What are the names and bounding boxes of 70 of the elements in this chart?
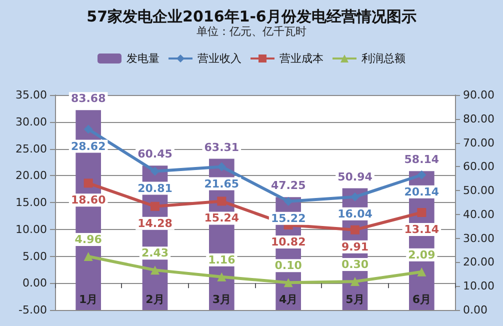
data-label: 2.43 [141, 246, 169, 260]
point [350, 277, 360, 286]
y2-tick-label: 90.00 [463, 88, 494, 102]
data-label: 18.60 [70, 194, 106, 207]
point [84, 124, 93, 134]
data-label: 4.96 [74, 232, 102, 246]
y-tick-label: 0.00 [22, 276, 47, 290]
data-label: 1.16 [208, 253, 236, 266]
point [217, 272, 226, 282]
data-label: 60.45 [138, 148, 172, 161]
legend-label: 营业收入 [198, 52, 242, 65]
point [350, 225, 360, 234]
data-label: 20.81 [138, 182, 172, 195]
legend-label: 发电量 [126, 52, 160, 65]
legend-label: 利润总额 [362, 52, 406, 65]
data-label: 28.62 [70, 140, 106, 153]
data-label: 83.68 [70, 92, 106, 106]
point [417, 208, 426, 217]
data-label: 9.91 [341, 240, 369, 254]
x-tick-label: 6月 [412, 293, 431, 306]
legend-label: 营业成本 [280, 52, 324, 65]
point [350, 192, 360, 202]
y-tick-label: 15.00 [16, 196, 47, 209]
data-label: 63.31 [204, 140, 240, 154]
y-tick-label: -5.00 [18, 304, 47, 316]
point [84, 178, 93, 188]
data-label: 0.30 [341, 258, 369, 272]
y2-tick-label: 80.00 [463, 112, 494, 126]
data-label: 2.09 [408, 248, 436, 262]
data-label: 47.25 [270, 179, 306, 192]
y2-tick-label: 20.00 [463, 256, 494, 269]
y2-tick-label: 10.00 [463, 280, 494, 293]
y2-tick-label: 0.00 [463, 304, 488, 316]
y-tick-label: 20.00 [16, 169, 47, 182]
y2-tick-label: 50.00 [463, 184, 494, 198]
data-label: 13.14 [404, 222, 440, 236]
point [417, 267, 426, 276]
data-label: 15.24 [204, 212, 240, 225]
y-tick-label: 25.00 [16, 142, 47, 156]
x-tick-label: 5月 [346, 293, 364, 306]
x-tick-label: 4月 [279, 293, 298, 306]
y2-tick-label: 60.00 [463, 160, 494, 174]
point [150, 266, 160, 275]
data-label: 14.28 [138, 216, 172, 230]
y-tick-label: 35.00 [16, 88, 47, 102]
y2-tick-label: 40.00 [463, 208, 494, 221]
data-label: 20.14 [404, 185, 440, 198]
point [150, 202, 160, 211]
y-tick-label: 5.00 [22, 250, 47, 263]
data-label: 21.65 [204, 177, 240, 190]
chart-subtitle: 单位：亿元、亿千瓦时 [196, 25, 306, 38]
chart-title: 57家发电企业2016年1-6月份发电经营情况图示 [86, 8, 416, 26]
x-tick-label: 1月 [79, 293, 98, 306]
point [284, 278, 293, 288]
data-label: 16.04 [338, 207, 373, 220]
x-tick-label: 3月 [212, 293, 231, 306]
data-label: 0.10 [274, 259, 302, 272]
point [84, 252, 93, 261]
y2-tick-label: 70.00 [463, 136, 494, 150]
y-tick-label: 10.00 [16, 222, 47, 236]
data-label: 58.14 [404, 153, 440, 166]
x-tick-label: 2月 [146, 293, 164, 306]
point [217, 196, 226, 206]
data-label: 10.82 [270, 235, 306, 248]
y-tick-label: 30.00 [16, 115, 47, 128]
data-label: 50.94 [338, 170, 373, 184]
point [150, 166, 160, 176]
data-label: 15.22 [270, 212, 306, 225]
y2-tick-label: 30.00 [463, 232, 494, 245]
point [417, 170, 426, 180]
